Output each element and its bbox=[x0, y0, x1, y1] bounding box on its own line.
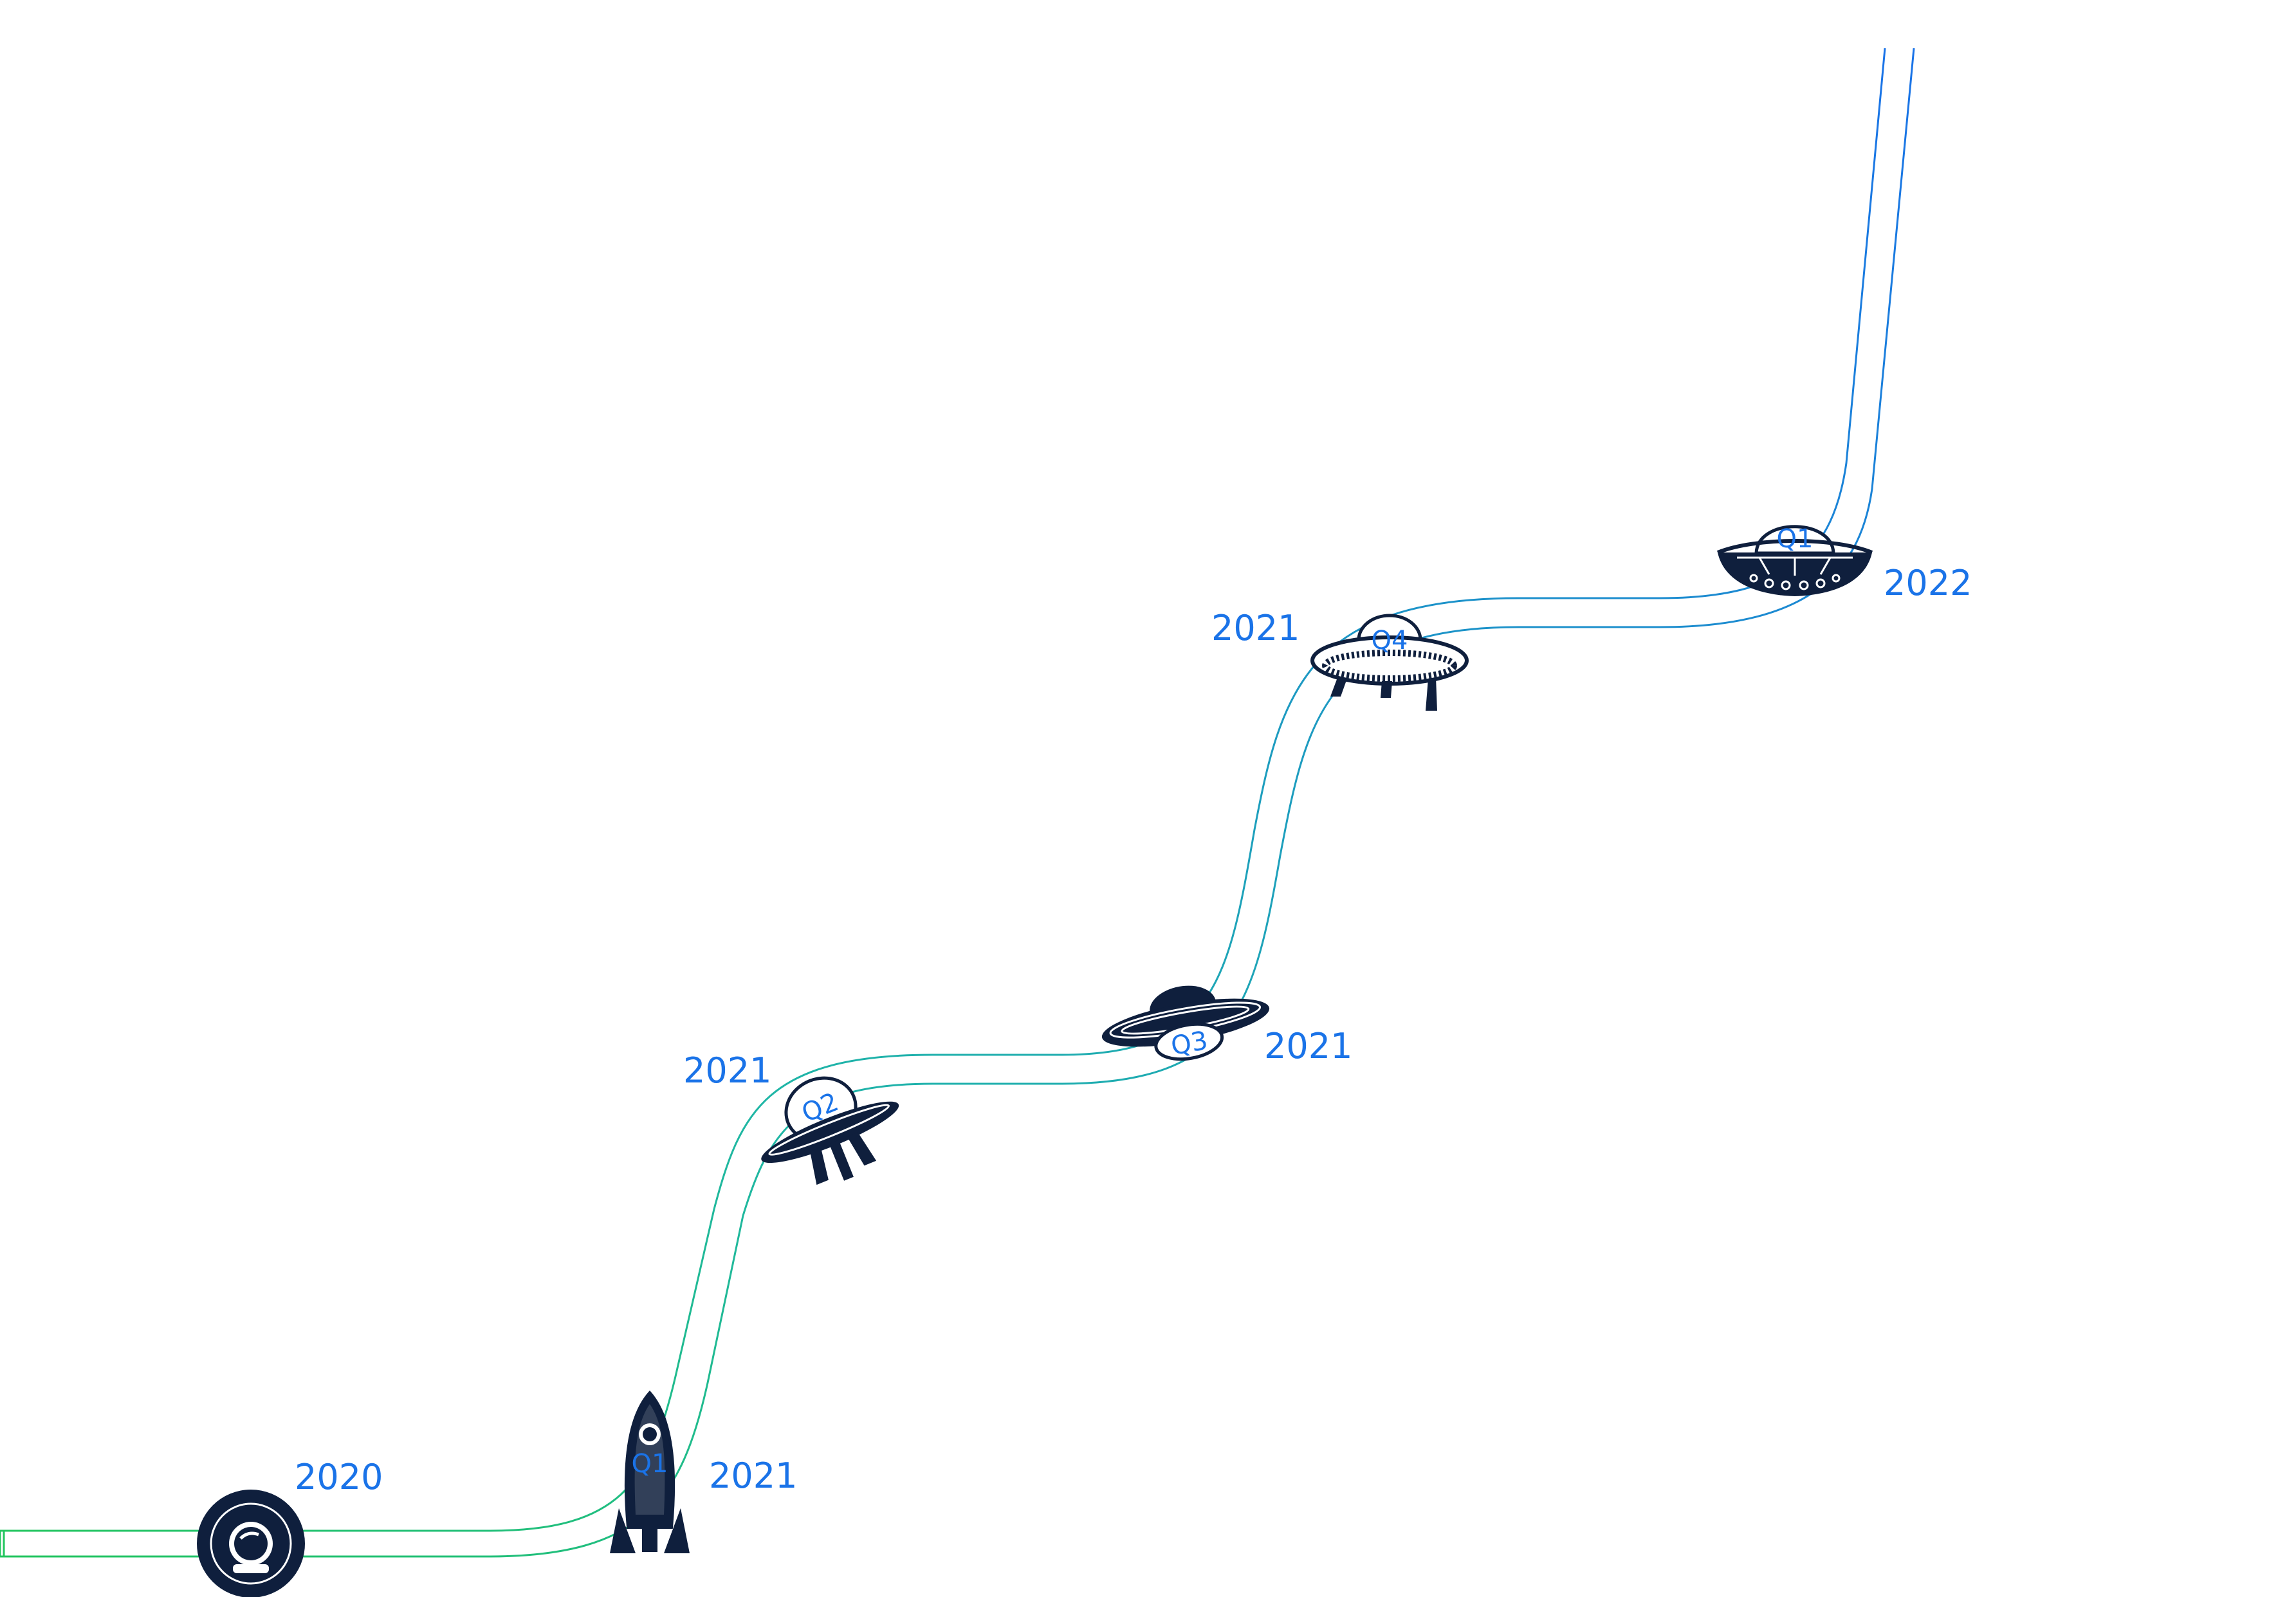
track-line-lower bbox=[0, 48, 1915, 1558]
year-label-2021-q2: 2021 bbox=[683, 1050, 772, 1091]
year-label-2021-q1: 2021 bbox=[709, 1456, 798, 1496]
milestone-quarter: Q3 bbox=[1169, 1026, 1210, 1061]
ufo-dome-icon: Q1 bbox=[1716, 524, 1873, 596]
year-label-2021-q4: 2021 bbox=[1211, 608, 1300, 648]
milestone-2021-q2[interactable]: Q2 bbox=[740, 1054, 917, 1207]
milestone-quarter: Q1 bbox=[632, 1449, 668, 1479]
track-start-cap bbox=[0, 1529, 5, 1558]
track-line-upper bbox=[0, 48, 1886, 1532]
milestone-2021-q4[interactable]: Q4 bbox=[1310, 614, 1469, 711]
saucer-with-legs-icon: Q4 bbox=[1310, 614, 1469, 711]
milestone-2021-q3[interactable]: Q3 bbox=[1096, 972, 1276, 1073]
milestone-2022-q1[interactable]: Q1 bbox=[1716, 524, 1873, 596]
ufo-tilted-icon: Q2 bbox=[761, 1076, 899, 1185]
year-label-2020: 2020 bbox=[295, 1457, 383, 1497]
milestone-quarter: Q1 bbox=[1777, 524, 1814, 554]
year-label-2022: 2022 bbox=[1884, 563, 1972, 603]
milestone-quarter: Q4 bbox=[1372, 626, 1408, 655]
flying-saucer-icon: Q3 bbox=[1101, 985, 1270, 1061]
rocket-icon: Q1 bbox=[610, 1391, 690, 1553]
milestone-2020[interactable] bbox=[197, 1490, 305, 1597]
timeline-track bbox=[0, 48, 1915, 1558]
year-label-2021-q3: 2021 bbox=[1264, 1026, 1353, 1066]
milestone-2021-q1[interactable]: Q1 bbox=[610, 1391, 690, 1553]
